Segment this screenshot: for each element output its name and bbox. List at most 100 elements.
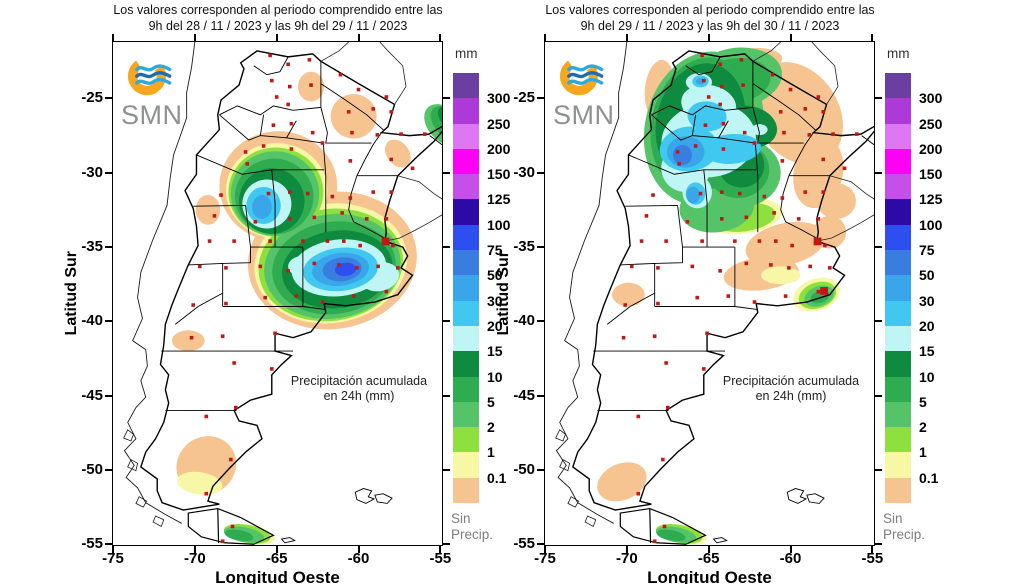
station-dots — [621, 53, 859, 544]
panel-title: Los valores corresponden al periodo comp… — [500, 2, 920, 34]
panel-title-line2: 9h del 28 / 11 / 2023 y las 9h del 29 / … — [148, 19, 408, 33]
argentina-precip-map — [113, 42, 442, 545]
x-tick-label: -75 — [102, 550, 124, 567]
x-tick-label: -55 — [429, 550, 452, 567]
colorbar-swatch — [885, 148, 911, 175]
colorbar-swatch — [885, 376, 911, 402]
colorbar-swatch — [885, 199, 911, 225]
colorbar-swatch — [453, 351, 479, 377]
smn-logo-text: SMN — [553, 100, 615, 130]
colorbar-value: 200 — [919, 140, 943, 157]
panel-title: Los valores corresponden al periodo comp… — [68, 2, 488, 34]
colorbar-swatch — [885, 351, 911, 377]
colorbar-value: 150 — [487, 166, 511, 183]
colorbar-value: 30 — [919, 292, 935, 309]
colorbar-swatch — [453, 148, 479, 175]
colorbar-swatch — [885, 174, 911, 200]
colorbar-title: mm — [887, 46, 910, 61]
colorbar-swatch — [885, 452, 911, 478]
colorbar-value: 2 — [487, 419, 495, 436]
colorbar-value: 0.1 — [487, 469, 507, 486]
colorbar-value: 250 — [919, 115, 943, 132]
colorbar-blocks — [453, 73, 479, 504]
colorbar-value: 100 — [919, 216, 943, 233]
x-tick-label: -65 — [265, 550, 288, 567]
precip-panel-left: Los valores corresponden al periodo comp… — [63, 3, 510, 584]
colorbar-value: 300 — [487, 90, 511, 107]
y-tick-label: -55 — [81, 535, 103, 553]
panel-title-line2: 9h del 29 / 11 / 2023 y las 9h del 30 / … — [580, 19, 840, 33]
y-tick-label: -40 — [513, 312, 535, 330]
y-tick-label: -40 — [81, 312, 103, 330]
y-tick-label: -35 — [513, 238, 535, 256]
colorbar-value: 100 — [487, 216, 511, 233]
station-dots — [189, 53, 427, 544]
colorbar-swatch — [453, 452, 479, 478]
y-tick-label: -25 — [513, 89, 535, 107]
y-tick-label: -45 — [81, 386, 103, 404]
colorbar-swatch — [885, 73, 911, 99]
panel-title-line1: Los valores corresponden al periodo comp… — [545, 3, 875, 17]
smn-logo-icon — [127, 57, 172, 96]
smn-logo: SMN — [121, 52, 191, 130]
colorbar-swatch — [885, 250, 911, 276]
colorbar-swatch — [453, 376, 479, 402]
colorbar-swatch — [453, 98, 479, 124]
x-axis-label: Longitud Oeste — [215, 568, 340, 584]
x-tick-label: -70 — [183, 550, 206, 567]
colorbar-value: 150 — [919, 166, 943, 183]
colorbar-value: 30 — [487, 292, 503, 309]
colorbar-value: 50 — [919, 267, 935, 284]
colorbar-swatch — [453, 123, 479, 149]
y-tick-label: -30 — [513, 163, 535, 181]
colorbar-value: 5 — [919, 393, 927, 410]
colorbar-value: 0.1 — [919, 469, 939, 486]
colorbar-value: 5 — [487, 393, 495, 410]
colorbar-swatch — [885, 300, 911, 326]
colorbar-labels: 300 250 200 150 125 100 75 50 30 20 15 10 5 2 1 0.1 — [487, 73, 531, 503]
x-tick-label: -60 — [779, 550, 802, 567]
colorbar-swatch — [885, 401, 911, 428]
colorbar-swatch — [885, 427, 911, 453]
y-tick-label: -45 — [513, 386, 535, 404]
y-tick-label: -50 — [81, 460, 103, 478]
x-axis-label: Longitud Oeste — [647, 568, 772, 584]
colorbar-swatch — [885, 275, 911, 301]
colorbar-value: 75 — [487, 242, 503, 259]
y-tick-label: -50 — [513, 460, 535, 478]
colorbar-value: 50 — [487, 267, 503, 284]
precip-panel-right: Los valores corresponden al periodo comp… — [495, 3, 942, 584]
y-tick-label: -55 — [513, 535, 535, 553]
colorbar-footer: Sin Precip. — [451, 511, 494, 542]
x-tick-label: -55 — [861, 550, 884, 567]
x-tick-label: -60 — [347, 550, 370, 567]
colorbar-value: 200 — [487, 140, 511, 157]
colorbar-swatch — [885, 123, 911, 149]
colorbar: mm 300 250 200 150 125 100 75 50 30 20 15 10 5 2 1 0.1 … — [451, 46, 510, 542]
colorbar-value: 300 — [919, 90, 943, 107]
colorbar-value: 10 — [919, 368, 935, 385]
colorbar-swatch — [885, 98, 911, 124]
colorbar-swatch — [453, 73, 479, 99]
y-tick-label: -35 — [81, 238, 103, 256]
colorbar-swatch — [453, 401, 479, 428]
smn-logo-text: SMN — [121, 100, 183, 130]
annotation: Precipitación acumulada en 24h (mm) — [660, 374, 922, 404]
colorbar-swatch — [885, 477, 911, 504]
x-tick-label: -75 — [534, 550, 556, 567]
annotation-line2: en 24h (mm) — [755, 389, 827, 403]
annotation-line1: Precipitación acumulada — [722, 374, 860, 388]
panel-title-line1: Los valores corresponden al periodo comp… — [113, 3, 443, 17]
colorbar-value: 2 — [919, 419, 927, 436]
precip-contours — [171, 71, 442, 545]
annotation-line1: Precipitación acumulada — [290, 374, 428, 388]
colorbar-swatch — [453, 224, 479, 251]
colorbar-swatch — [453, 174, 479, 200]
colorbar-swatch — [453, 199, 479, 225]
colorbar-value: 125 — [487, 191, 511, 208]
colorbar-swatch — [453, 477, 479, 504]
x-tick-label: -70 — [615, 550, 638, 567]
colorbar-value: 15 — [487, 343, 503, 360]
colorbar-value: 250 — [487, 115, 511, 132]
